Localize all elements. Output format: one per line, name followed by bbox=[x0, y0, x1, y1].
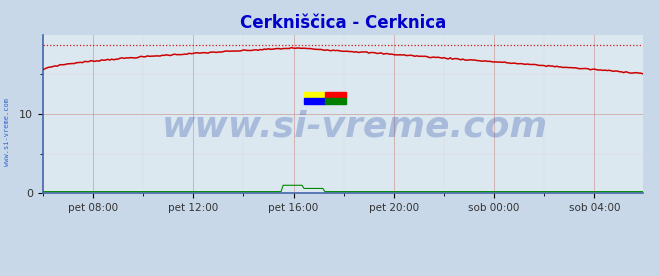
FancyBboxPatch shape bbox=[304, 98, 325, 104]
Title: Cerkniščica - Cerknica: Cerkniščica - Cerknica bbox=[240, 14, 445, 31]
Text: www.si-vreme.com: www.si-vreme.com bbox=[161, 110, 548, 144]
FancyBboxPatch shape bbox=[304, 92, 325, 98]
Text: www.si-vreme.com: www.si-vreme.com bbox=[3, 99, 10, 166]
FancyBboxPatch shape bbox=[325, 98, 346, 104]
FancyBboxPatch shape bbox=[325, 92, 346, 98]
